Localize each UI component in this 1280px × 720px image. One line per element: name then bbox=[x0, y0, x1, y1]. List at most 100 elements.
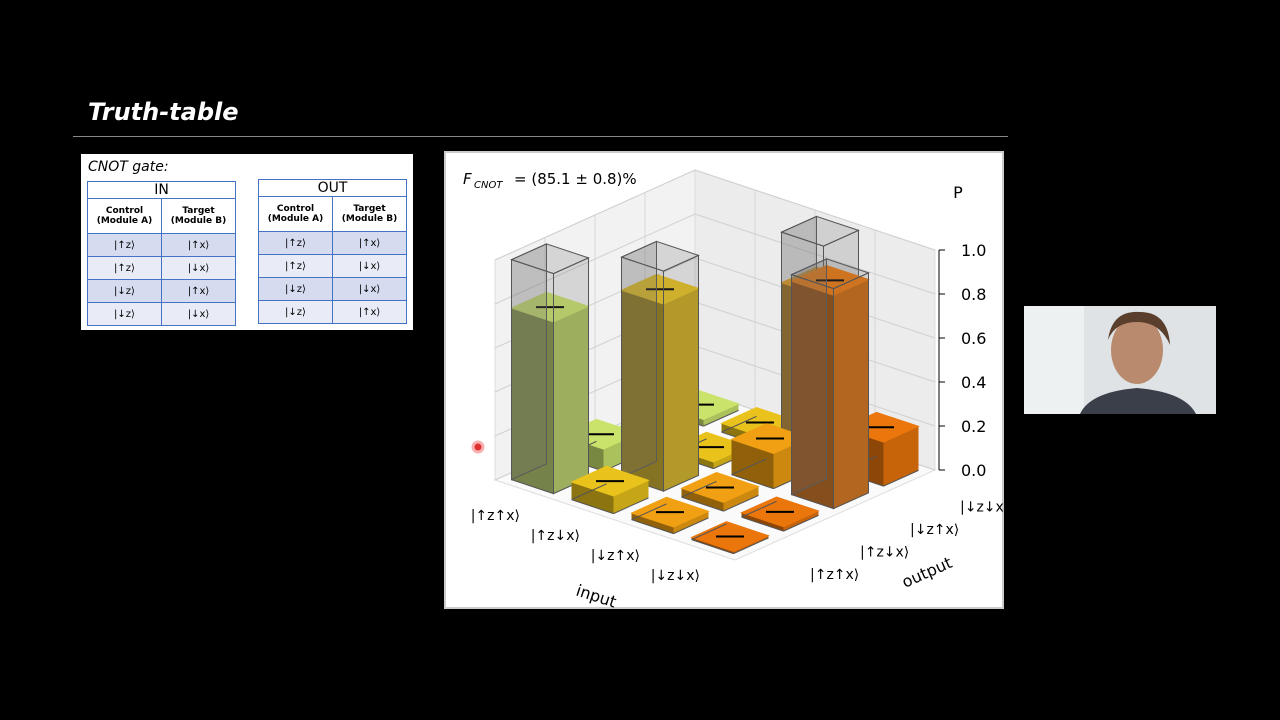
ideal-face bbox=[613, 497, 649, 515]
table-cell: |↓z⟩ bbox=[87, 302, 162, 326]
ideal-face bbox=[791, 273, 834, 510]
webcam-body bbox=[1080, 388, 1196, 414]
table-cell: |↑z⟩ bbox=[258, 231, 333, 255]
bar-shade bbox=[723, 486, 759, 512]
bar-shade bbox=[731, 439, 774, 489]
bar bbox=[690, 521, 770, 554]
ideal-face bbox=[681, 496, 724, 512]
truth-table: CNOT gate: IN Control (Module A) Target (M… bbox=[81, 154, 413, 330]
bar-shade bbox=[741, 512, 784, 532]
bar-shade bbox=[703, 403, 739, 427]
table-row: |↓z⟩ |↑x⟩ bbox=[87, 279, 236, 303]
bar-face bbox=[733, 535, 769, 554]
table-header: Control (Module A) bbox=[87, 198, 162, 234]
in-table: IN Control (Module A) Target (Module B) |↑z… bbox=[87, 181, 236, 326]
ideal-bar bbox=[691, 523, 769, 555]
ideal-face bbox=[691, 539, 734, 555]
bar-face bbox=[663, 288, 699, 492]
table-cell: |↓z⟩ bbox=[258, 300, 333, 324]
z-tick-label: 0.0 bbox=[961, 461, 986, 480]
table-cell: |↓x⟩ bbox=[161, 256, 236, 280]
ideal-face bbox=[553, 257, 589, 495]
bar-shade bbox=[791, 281, 834, 509]
bar-shade bbox=[631, 513, 674, 534]
bar-face bbox=[723, 486, 759, 512]
bar bbox=[790, 264, 870, 509]
bar-shade bbox=[733, 535, 769, 554]
webcam-hair bbox=[1108, 311, 1170, 345]
bar-shade bbox=[571, 482, 614, 514]
bar bbox=[620, 273, 700, 492]
fidelity-text: = (85.1 ± 0.8)% bbox=[514, 170, 637, 188]
bar-face bbox=[731, 439, 774, 489]
bar-face bbox=[703, 403, 739, 427]
bar-shade bbox=[673, 511, 709, 534]
bar-face bbox=[783, 510, 819, 532]
ideal-face bbox=[571, 499, 614, 515]
bar-face bbox=[673, 511, 709, 534]
ideal-face bbox=[883, 469, 919, 487]
bar bbox=[630, 496, 710, 534]
bar-shade bbox=[833, 279, 869, 509]
bar bbox=[510, 291, 590, 494]
ideal-face bbox=[833, 272, 869, 510]
bar-face bbox=[741, 512, 784, 532]
bar bbox=[740, 496, 820, 532]
table-row: |↓z⟩ |↓x⟩ bbox=[87, 302, 236, 326]
x-tick-label: |↑z↑x⟩ bbox=[471, 508, 520, 524]
ideal-face bbox=[731, 474, 774, 490]
ideal-bar bbox=[681, 480, 759, 512]
ideal-bar bbox=[510, 243, 590, 495]
bar-face bbox=[613, 480, 649, 514]
table-row: |↑z⟩ |↓x⟩ bbox=[258, 254, 407, 278]
y-tick-label: |↓z↑x⟩ bbox=[910, 522, 959, 538]
z-label: P bbox=[953, 183, 963, 202]
table-title: CNOT gate: bbox=[88, 159, 169, 175]
bar-shade bbox=[783, 510, 819, 532]
table-cell: |↑z⟩ bbox=[87, 233, 162, 257]
ideal-bar bbox=[620, 240, 700, 492]
bar-face bbox=[553, 306, 589, 494]
ideal-face bbox=[621, 256, 664, 492]
ideal-bar bbox=[790, 258, 870, 510]
table-cell: |↑z⟩ bbox=[258, 254, 333, 278]
webcam bbox=[1024, 306, 1216, 414]
fidelity-symbol: F bbox=[463, 170, 472, 188]
table-cell: |↓x⟩ bbox=[332, 277, 407, 301]
divider bbox=[73, 136, 1008, 137]
x-tick-label: |↓z↑x⟩ bbox=[591, 548, 640, 564]
bar-shade bbox=[621, 290, 664, 492]
bar-shade bbox=[511, 308, 554, 494]
table-cell: |↑z⟩ bbox=[87, 256, 162, 280]
ideal-face bbox=[631, 519, 674, 535]
bar-shade bbox=[883, 426, 919, 487]
table-row: OUT bbox=[258, 179, 407, 197]
y-tick-label: |↓z↓x⟩ bbox=[960, 499, 1009, 515]
ideal-face bbox=[663, 254, 699, 492]
bar-face bbox=[631, 513, 674, 534]
bar-face bbox=[681, 488, 724, 512]
ideal-bar bbox=[631, 503, 709, 535]
z-tick-label: 1.0 bbox=[961, 241, 986, 260]
ideal-face bbox=[620, 240, 700, 272]
table-row: Control (Module A) Target (Module B) bbox=[258, 196, 407, 232]
z-tick-label: 0.8 bbox=[961, 285, 986, 304]
y-tick-label: |↑z↑x⟩ bbox=[810, 567, 859, 583]
ideal-face bbox=[790, 258, 870, 290]
table-row: |↓z⟩ |↑x⟩ bbox=[258, 300, 407, 324]
bar-face bbox=[571, 482, 614, 514]
webcam-wall bbox=[1024, 306, 1084, 414]
y-tick-label: |↑z↓x⟩ bbox=[860, 544, 909, 560]
z-tick-label: 0.6 bbox=[961, 329, 986, 348]
ideal-bar bbox=[571, 483, 649, 515]
table-cell: |↓z⟩ bbox=[258, 277, 333, 301]
table-cell: |↓z⟩ bbox=[87, 279, 162, 303]
grid-line bbox=[494, 169, 936, 261]
fidelity: F CNOT = (85.1 ± 0.8)% bbox=[463, 170, 637, 191]
bar-face bbox=[833, 279, 869, 509]
bar-face bbox=[883, 426, 919, 487]
x-tick-label: |↓z↓x⟩ bbox=[651, 568, 700, 584]
ideal-face bbox=[783, 514, 819, 532]
table-header: Target (Module B) bbox=[332, 196, 407, 232]
